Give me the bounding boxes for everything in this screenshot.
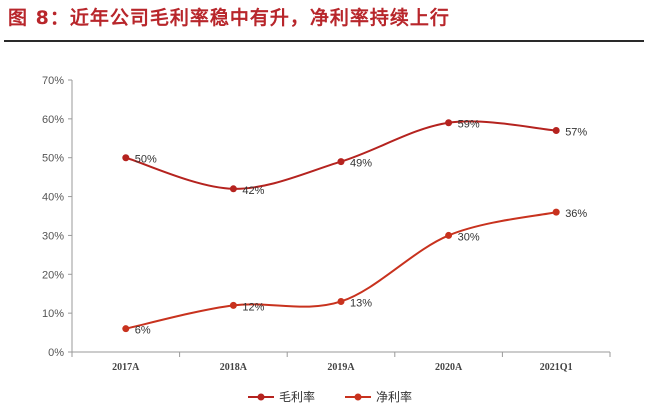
y-tick-label: 40% <box>42 192 64 204</box>
gross-margin-data-label: 49% <box>350 158 372 170</box>
gross-margin-point <box>552 127 560 135</box>
x-tick-label: 2018A <box>220 362 248 373</box>
x-tick-label: 2021Q1 <box>540 362 573 373</box>
gross-margin-point <box>445 119 453 127</box>
gross-margin-point <box>122 154 130 162</box>
gross-margin-point <box>229 185 237 193</box>
y-tick-label: 70% <box>42 75 64 87</box>
y-tick-labels: 0% 10% 20% 30% 40% 50% 60% 70% <box>42 75 64 359</box>
x-tick-label: 2017A <box>112 362 140 373</box>
net-margin-data-label: 13% <box>350 297 372 309</box>
data-labels: 50% 42% 49% 59% 57% 6% 12% 13% 30% 36% <box>135 119 588 337</box>
y-tick-label: 50% <box>42 153 64 165</box>
net-margin-point <box>445 231 453 239</box>
gross-margin-line <box>125 120 557 190</box>
gross-margin-data-label: 59% <box>458 119 480 131</box>
net-margin-data-label: 30% <box>458 231 480 243</box>
chart-legend: 毛利率 净利率 <box>248 389 412 404</box>
x-tick-labels: 2017A 2018A 2019A 2020A 2021Q1 <box>112 362 572 373</box>
net-margin-line <box>125 211 557 330</box>
y-tick-label: 10% <box>42 308 64 320</box>
net-margin-point <box>229 301 237 309</box>
figure-title: 图 8：近年公司毛利率稳中有升，净利率持续上行 <box>8 7 450 29</box>
gross-margin-data-label: 50% <box>135 154 157 166</box>
chart-axes <box>68 79 611 357</box>
net-margin-point <box>337 297 345 305</box>
legend-label: 毛利率 <box>279 389 315 404</box>
net-margin-point <box>552 208 560 216</box>
legend-label: 净利率 <box>376 389 412 404</box>
gross-margin-point <box>337 158 345 166</box>
y-tick-label: 20% <box>42 269 64 281</box>
net-margin-data-label: 36% <box>565 208 587 220</box>
y-tick-label: 0% <box>48 347 64 359</box>
y-tick-label: 60% <box>42 114 64 126</box>
net-margin-point <box>122 325 130 333</box>
legend-swatch-marker <box>354 393 362 401</box>
series-lines <box>125 120 557 330</box>
gross-margin-data-label: 57% <box>565 127 587 139</box>
net-margin-data-label: 6% <box>135 325 151 337</box>
net-margin-data-label: 12% <box>242 301 264 313</box>
x-tick-label: 2020A <box>435 362 463 373</box>
data-points <box>122 119 560 333</box>
legend-swatch-marker <box>257 393 265 401</box>
x-tick-label: 2019A <box>327 362 355 373</box>
title-divider <box>4 40 644 42</box>
y-tick-label: 30% <box>42 230 64 242</box>
gross-margin-data-label: 42% <box>242 185 264 197</box>
